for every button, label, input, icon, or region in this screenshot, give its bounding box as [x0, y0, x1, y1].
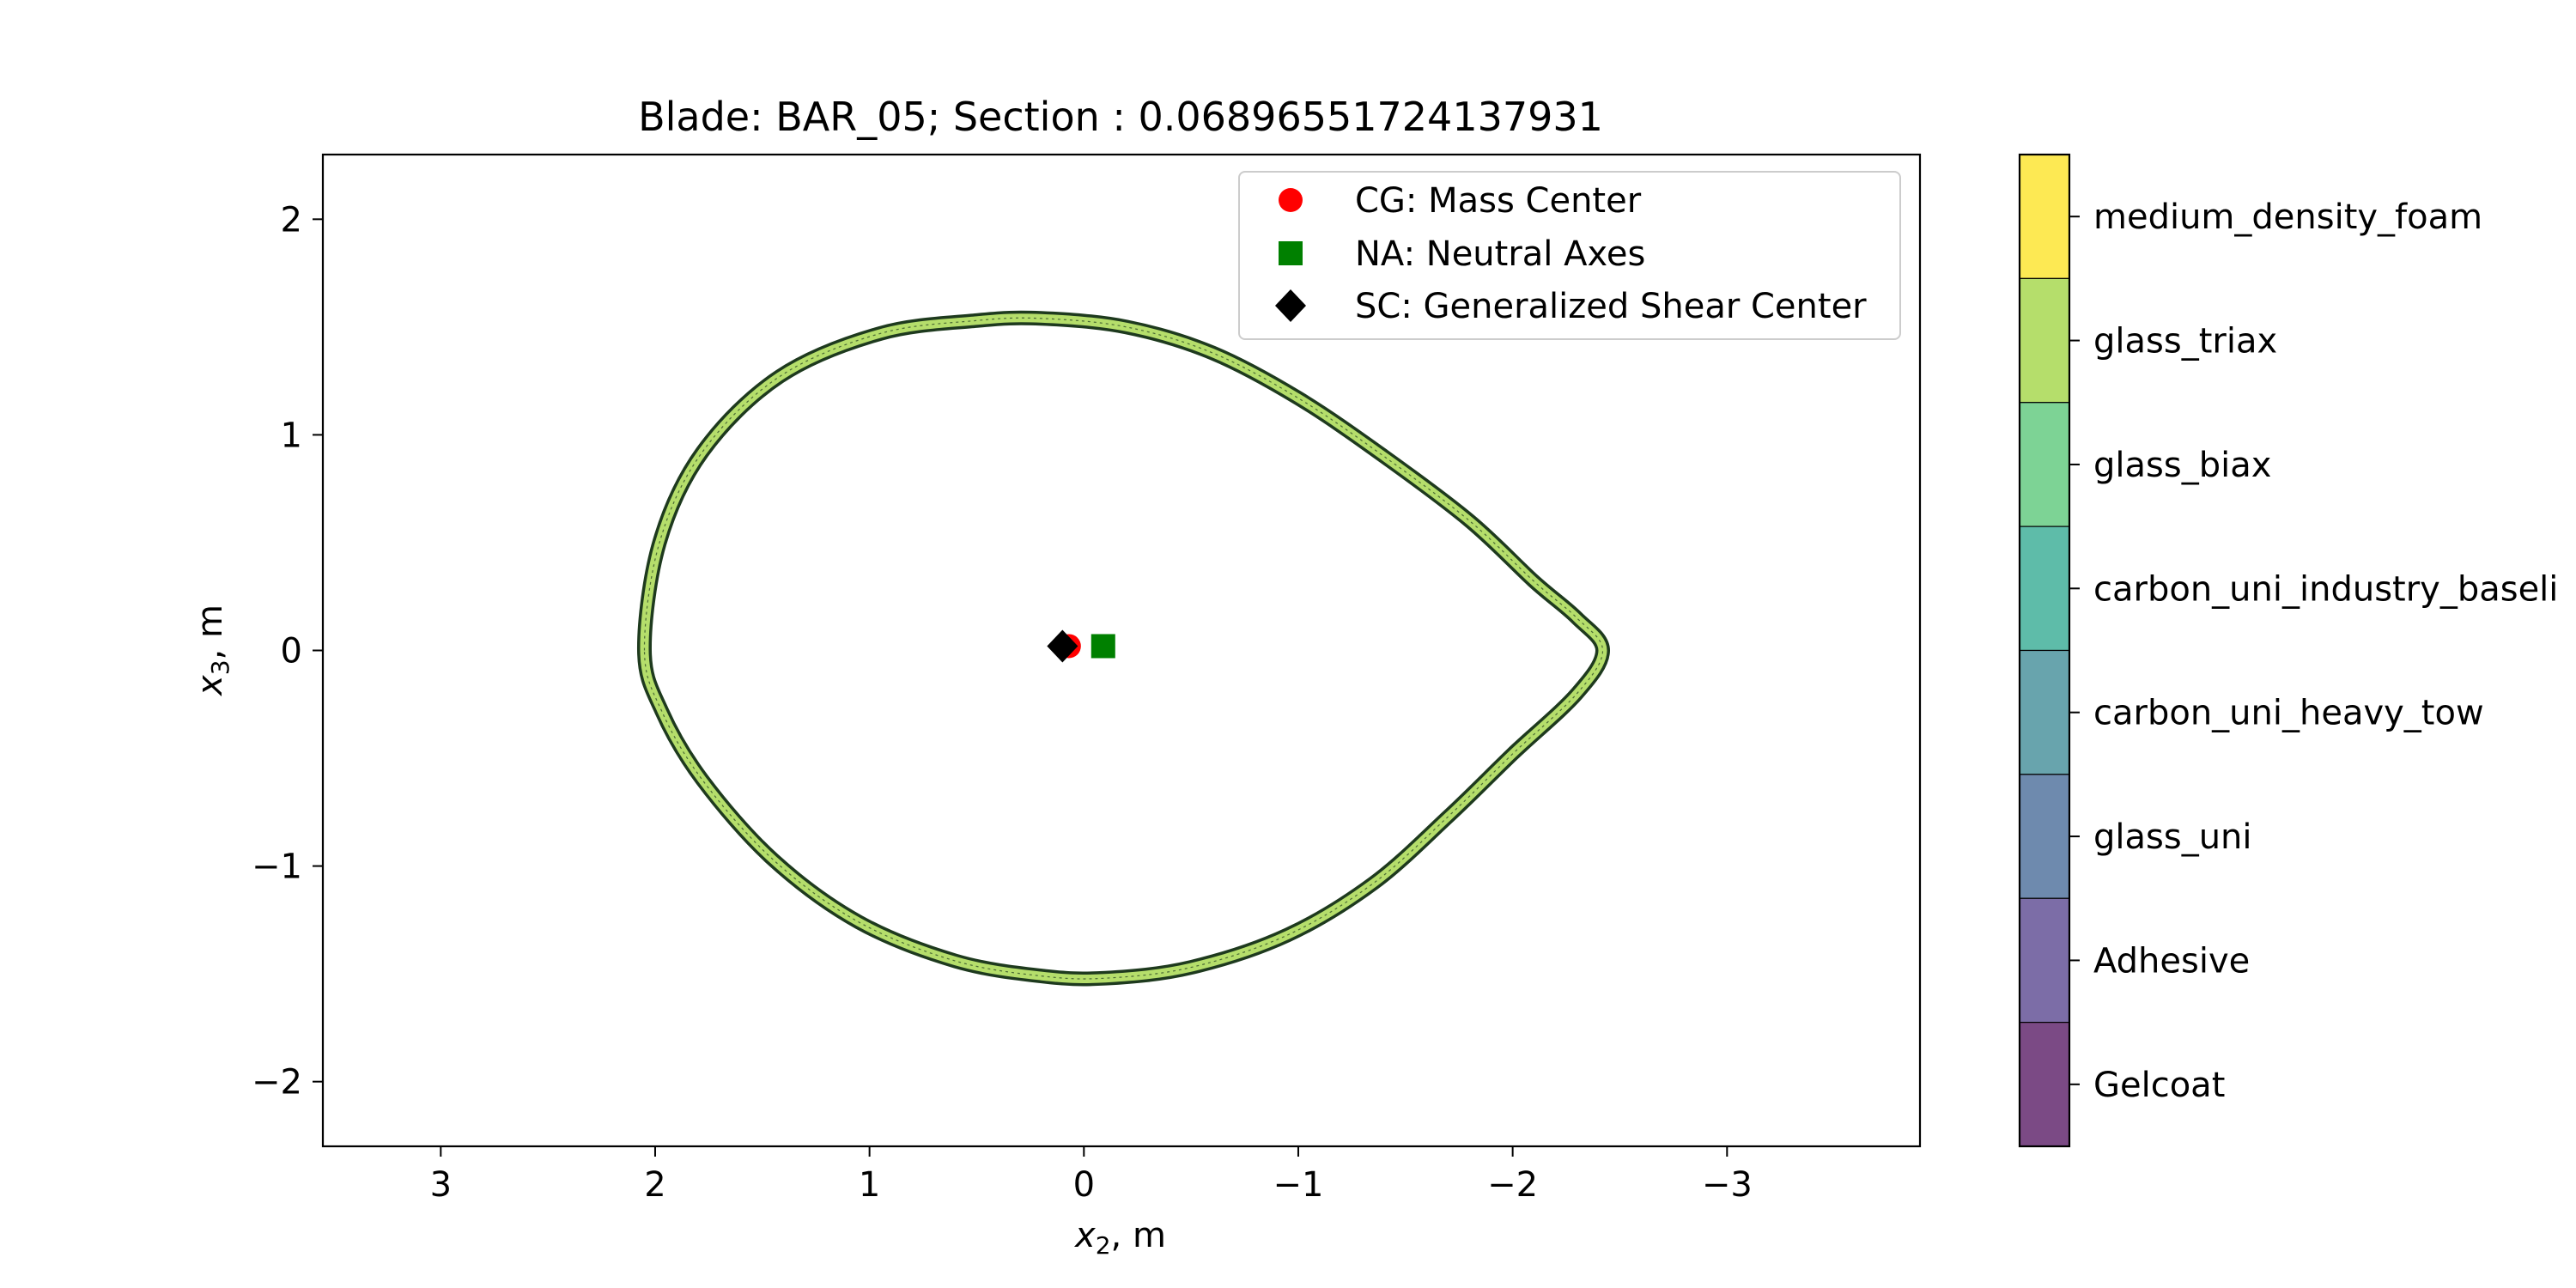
colorbar-label: glass_triax: [2093, 322, 2277, 361]
legend-entry-shear-center: SC: Generalized Shear Center: [1275, 287, 1867, 326]
legend-entry-neutral-axes: NA: Neutral Axes: [1279, 234, 1645, 274]
shear-center-point: [1047, 629, 1078, 663]
y-axis-label: x3, m: [191, 605, 234, 697]
colorbar-segment: [2019, 402, 2070, 527]
section-outline-layer: [636, 310, 1610, 987]
legend-label-shear-center: SC: Generalized Shear Center: [1355, 287, 1867, 326]
x-axis-ticks: 3 2 1 0 −1 −2 −3: [430, 1146, 1753, 1205]
neutral-axes-point: [1091, 634, 1115, 659]
colorbar-segment: [2019, 649, 2070, 775]
colorbar-frame: [2018, 153, 2071, 1148]
colorbar-labels: medium_density_foam glass_triax glass_biax…: [2069, 197, 2558, 1105]
y-tick-label: −1: [252, 848, 302, 887]
x-tick-label: 1: [859, 1165, 880, 1205]
legend-label-neutral-axes: NA: Neutral Axes: [1355, 234, 1645, 274]
y-axis-ticks: 2 1 0 −1 −2: [252, 200, 323, 1103]
colorbar-segment: [2019, 897, 2070, 1024]
x-tick-label: 3: [430, 1165, 452, 1205]
y-axis-label-unit: , m: [191, 605, 230, 659]
legend-entry-mass-center: CG: Mass Center: [1279, 181, 1642, 221]
y-tick-label: 0: [281, 632, 302, 671]
x-axis-label-symbol: x: [1073, 1216, 1096, 1255]
y-tick-label: 1: [281, 416, 302, 455]
y-axis-label-symbol: x: [191, 675, 230, 697]
legend: CG: Mass Center NA: Neutral Axes SC: Gen…: [1238, 171, 1901, 340]
x-tick-label: −2: [1487, 1165, 1538, 1205]
colorbar-segment: [2019, 774, 2070, 899]
x-tick-label: 0: [1073, 1165, 1095, 1205]
legend-marker-diamond: [1275, 289, 1306, 322]
colorbar-label: Adhesive: [2093, 941, 2250, 981]
colorbar-label: Gelcoat: [2093, 1066, 2225, 1105]
colorbar-label: carbon_uni_industry_baseli: [2093, 569, 2558, 609]
y-tick-label: −2: [252, 1063, 302, 1103]
legend-frame: [1238, 171, 1901, 340]
colorbar-segment: [2019, 1022, 2070, 1147]
x-axis-label: x2, m: [1073, 1216, 1166, 1260]
legend-marker-circle: [1279, 188, 1303, 212]
x-axis-label-unit: , m: [1111, 1216, 1166, 1255]
colorbar-segment: [2019, 277, 2070, 404]
colorbar-segments: [2019, 154, 2070, 1147]
colorbar-label: glass_uni: [2093, 817, 2252, 857]
legend-label-mass-center: CG: Mass Center: [1355, 181, 1642, 221]
colorbar-label: glass_biax: [2093, 446, 2271, 485]
y-tick-label: 2: [281, 200, 302, 240]
section-outline-laminate: [640, 313, 1607, 983]
marker-layer: [1047, 629, 1115, 663]
colorbar-segment: [2019, 526, 2070, 652]
legend-marker-square: [1279, 241, 1303, 265]
y-axis-label-subscript: 3: [206, 659, 234, 675]
x-tick-label: −1: [1273, 1165, 1323, 1205]
colorbar-label: medium_density_foam: [2093, 197, 2482, 237]
colorbar: medium_density_foam glass_triax glass_biax…: [2018, 153, 2558, 1148]
x-axis-label-subscript: 2: [1096, 1231, 1111, 1260]
colorbar-label: carbon_uni_heavy_tow: [2093, 694, 2484, 733]
x-tick-label: 2: [644, 1165, 665, 1205]
x-tick-label: −3: [1702, 1165, 1753, 1205]
colorbar-segment: [2019, 154, 2070, 279]
chart-title: Blade: BAR_05; Section : 0.0689655172413…: [638, 94, 1603, 140]
